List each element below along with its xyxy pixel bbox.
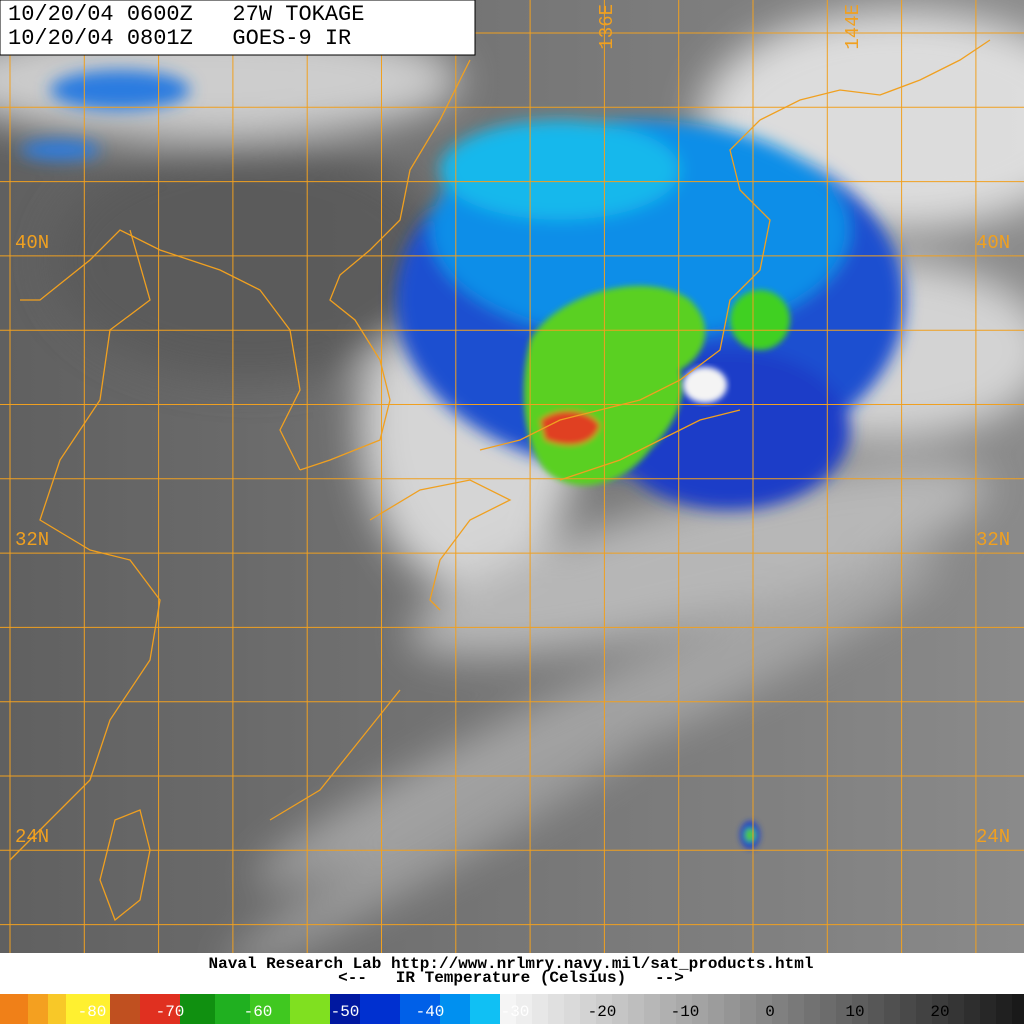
colorbar-label: 0 <box>765 1003 775 1021</box>
colorbar-label: -30 <box>501 1003 530 1021</box>
colorbar-segment <box>708 994 725 1024</box>
colorbar-label: 10 <box>845 1003 864 1021</box>
lat-label: 32N <box>15 529 49 551</box>
colorbar-segment <box>580 994 597 1024</box>
colorbar-segment <box>470 994 500 1024</box>
colorbar: -80 -70 -60 -50 -40 -30 -20 -10 0 10 20 <box>0 994 1024 1024</box>
colorbar-label: -40 <box>416 1003 445 1021</box>
colorbar-segment <box>804 994 821 1024</box>
header-line: 10/20/04 0801Z GOES-9 IR <box>8 26 351 51</box>
graticule-labels: 40N 40N 32N 32N 24N 24N 136E 144E <box>15 4 1010 848</box>
colorbar-segment <box>360 994 400 1024</box>
lat-label: 40N <box>976 232 1010 254</box>
colorbar-segment <box>532 994 549 1024</box>
scale-title: <-- IR Temperature (Celsius) --> <box>338 969 684 987</box>
colorbar-segment <box>724 994 741 1024</box>
colorbar-segment <box>0 994 28 1024</box>
colorbar-segment <box>596 994 613 1024</box>
imagery: 40N 40N 32N 32N 24N 24N 136E 144E <box>0 0 1024 953</box>
colorbar-segment <box>548 994 565 1024</box>
colorbar-segment <box>48 994 66 1024</box>
colorbar-segment <box>140 994 180 1024</box>
colorbar-segment <box>28 994 48 1024</box>
colorbar-segment <box>868 994 885 1024</box>
colorbar-segment <box>180 994 215 1024</box>
colorbar-segment <box>948 994 965 1024</box>
colorbar-segment <box>400 994 440 1024</box>
colorbar-segment <box>996 994 1013 1024</box>
colorbar-segment <box>660 994 677 1024</box>
colorbar-segment <box>330 994 360 1024</box>
colorbar-segment <box>900 994 917 1024</box>
colorbar-segment <box>110 994 140 1024</box>
colorbar-label: 20 <box>930 1003 949 1021</box>
colorbar-segment <box>612 994 629 1024</box>
lat-label: 24N <box>15 826 49 848</box>
colorbar-segment <box>852 994 869 1024</box>
colorbar-segment <box>964 994 981 1024</box>
colorbar-segment <box>516 994 533 1024</box>
colorbar-segment <box>676 994 693 1024</box>
lat-label: 32N <box>976 529 1010 551</box>
colorbar-label: -70 <box>156 1003 185 1021</box>
colorbar-segment <box>916 994 933 1024</box>
colorbar-segment <box>290 994 330 1024</box>
colorbar-segment <box>884 994 901 1024</box>
colorbar-segment <box>788 994 805 1024</box>
lat-label: 40N <box>15 232 49 254</box>
colorbar-segment <box>1012 994 1024 1024</box>
header-box <box>0 0 476 56</box>
footer-band <box>0 953 1024 993</box>
colorbar-segment <box>756 994 773 1024</box>
lon-label: 144E <box>842 4 864 50</box>
colorbar-segment <box>628 994 645 1024</box>
colorbar-segment <box>980 994 997 1024</box>
colorbar-label: -10 <box>671 1003 700 1021</box>
colorbar-segment <box>820 994 837 1024</box>
graticule <box>0 0 1024 953</box>
colorbar-segment <box>250 994 290 1024</box>
colorbar-segment <box>215 994 250 1024</box>
colorbar-segment <box>66 994 110 1024</box>
colorbar-label: -50 <box>331 1003 360 1021</box>
credit: Naval Research Lab http://www.nrlmry.nav… <box>209 955 814 973</box>
colorbar-segment <box>836 994 853 1024</box>
colorbar-segment <box>692 994 709 1024</box>
header-line: 10/20/04 0600Z 27W TOKAGE <box>8 2 364 27</box>
colorbar-label: -60 <box>244 1003 273 1021</box>
colorbar-label: -80 <box>78 1003 107 1021</box>
colorbar-segment <box>644 994 661 1024</box>
coastlines <box>9 39 991 922</box>
colorbar-label: -20 <box>588 1003 617 1021</box>
lon-label: 136E <box>596 4 618 50</box>
colorbar-segment <box>440 994 470 1024</box>
colorbar-segment <box>740 994 757 1024</box>
colorbar-segment <box>500 994 517 1024</box>
lat-label: 24N <box>976 826 1010 848</box>
colorbar-segment <box>564 994 581 1024</box>
colorbar-segment <box>772 994 789 1024</box>
colorbar-segment <box>932 994 949 1024</box>
